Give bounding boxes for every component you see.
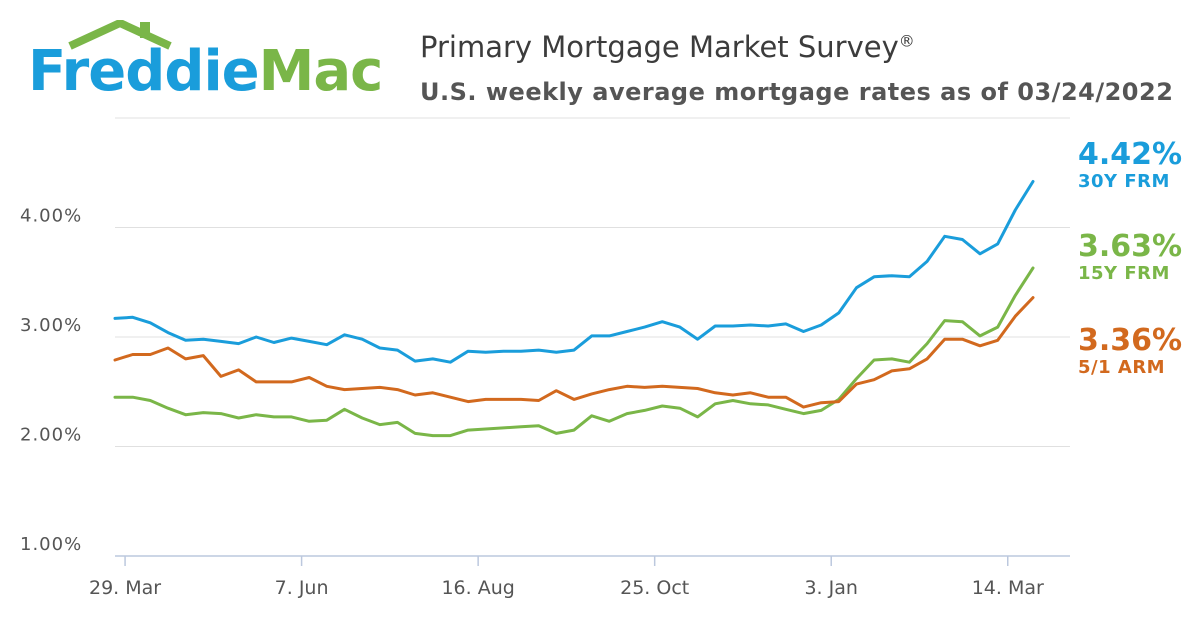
chart-title-text: Primary Mortgage Market Survey <box>420 30 899 64</box>
x-tick-label: 29. Mar <box>89 577 161 599</box>
x-tick-label: 7. Jun <box>275 577 329 599</box>
logo-wordmark: FreddieMac <box>28 44 383 100</box>
house-roof-icon <box>68 20 172 50</box>
y-tick-label: 3.00% <box>20 315 82 336</box>
callout-5-1-arm-value: 3.36% <box>1078 323 1183 358</box>
x-tick-label: 16. Aug <box>441 577 514 599</box>
callout-30y-frm-label: 30Y FRM <box>1078 171 1170 192</box>
chart-title: Primary Mortgage Market Survey® <box>420 30 915 64</box>
series-line-30y-frm <box>113 180 1035 364</box>
freddie-mac-logo: FreddieMac <box>28 20 388 110</box>
logo-text-mac: Mac <box>258 39 384 104</box>
registered-mark: ® <box>898 31 915 51</box>
chart-subtitle: U.S. weekly average mortgage rates as of… <box>420 78 1174 106</box>
y-tick-label: 1.00% <box>20 534 82 555</box>
callout-15y-frm-label: 15Y FRM <box>1078 263 1170 284</box>
callout-30y-frm-value: 4.42% <box>1078 137 1183 172</box>
y-tick-label: 4.00% <box>20 206 82 227</box>
callout-5-1-arm-label: 5/1 ARM <box>1078 357 1166 378</box>
x-tick-label: 25. Oct <box>620 577 689 599</box>
series-line-5-1-arm <box>113 296 1035 409</box>
callout-15y-frm: 3.63% 15Y FRM <box>1078 230 1182 284</box>
x-tick-label: 14. Mar <box>972 577 1044 599</box>
series-line-15y-frm <box>113 266 1035 438</box>
y-tick-label: 2.00% <box>20 425 82 446</box>
callout-5-1-arm: 3.36% 5/1 ARM <box>1078 324 1182 378</box>
logo-text-freddie: Freddie <box>28 39 260 104</box>
x-tick-label: 3. Jan <box>804 577 857 599</box>
callout-30y-frm: 4.42% 30Y FRM <box>1078 138 1182 192</box>
callout-15y-frm-value: 3.63% <box>1078 229 1183 264</box>
